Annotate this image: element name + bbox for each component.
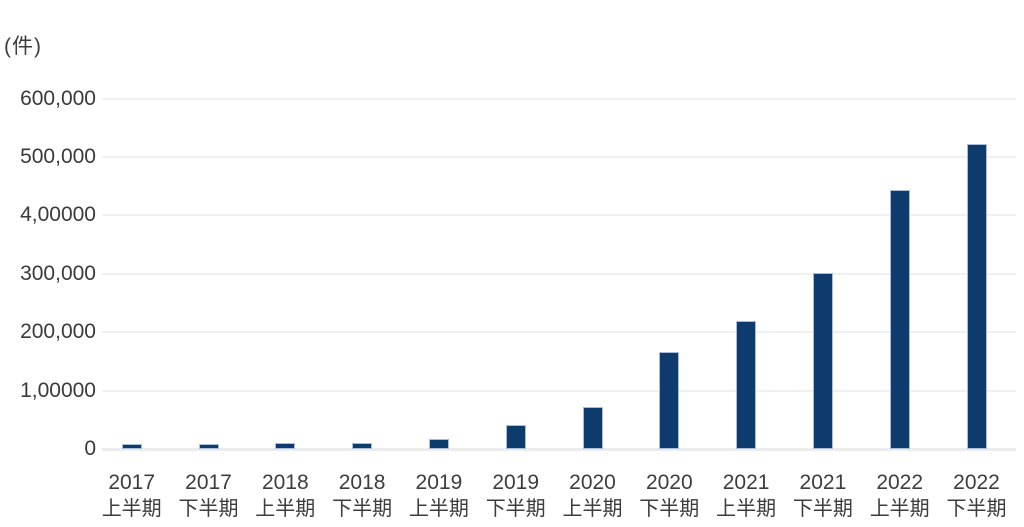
x-axis-label-half: 下半期: [946, 498, 1007, 520]
x-axis-label-year: 2019: [415, 471, 463, 494]
bar-2020-下半期: [659, 352, 680, 449]
x-axis-label-half: 下半期: [332, 498, 393, 520]
x-axis-label-half: 下半期: [485, 498, 546, 520]
x-axis-label-half: 下半期: [639, 498, 700, 520]
x-axis-label-year: 2017: [108, 471, 156, 494]
y-axis-tick-label: 500,000: [20, 145, 96, 168]
x-axis-label: 2017 上半期: [93, 470, 171, 522]
y-axis-tick-label: 1,00000: [20, 378, 96, 402]
bar-2021-下半期: [812, 272, 833, 449]
bar-2019-上半期: [428, 439, 449, 449]
x-axis-label-half: 下半期: [792, 498, 853, 520]
bar-2020-上半期: [582, 406, 603, 449]
x-axis-label: 2018 下半期: [323, 470, 401, 522]
x-axis-label: 2019 上半期: [400, 470, 478, 522]
bar-2021-上半期: [736, 320, 757, 449]
x-axis-label-year: 2020: [645, 471, 693, 494]
y-axis-tick-label: 4,00000: [20, 203, 96, 227]
gridline: [102, 214, 1016, 217]
x-axis-label-half: 上半期: [869, 498, 930, 520]
x-axis-label-year: 2017: [185, 471, 232, 494]
x-axis-label-year: 2019: [492, 471, 540, 494]
gridline: [102, 156, 1016, 158]
x-axis-label: 2021 上半期: [707, 470, 785, 522]
bar-2022-下半期: [966, 144, 987, 449]
x-axis-label-year: 2021: [799, 471, 847, 494]
gridline: [102, 272, 1016, 275]
x-axis-label-year: 2018: [261, 471, 309, 494]
y-axis-unit-label: (件): [4, 35, 42, 58]
x-axis-label-year: 2020: [569, 471, 616, 494]
x-axis-baseline: [102, 447, 1016, 451]
gridline: [102, 331, 1016, 334]
y-axis-tick-label: 200,000: [20, 320, 96, 344]
x-axis-label: 2018 上半期: [246, 470, 324, 522]
x-axis-label-year: 2018: [338, 471, 386, 494]
x-axis-label: 2021 下半期: [784, 470, 862, 522]
x-axis-label-year: 2022: [876, 471, 924, 494]
y-axis-tick-label: 300,000: [20, 261, 96, 285]
x-axis-label: 2020 下半期: [630, 470, 708, 522]
x-axis-label-year: 2022: [953, 471, 1000, 494]
gridline: [102, 97, 1016, 100]
bar-2022-上半期: [889, 189, 910, 449]
gridline: [102, 389, 1016, 392]
bar-2017-上半期: [121, 444, 142, 449]
x-axis-label-half: 下半期: [178, 498, 239, 520]
x-axis-label-half: 上半期: [716, 498, 777, 520]
bar-2018-下半期: [352, 443, 373, 449]
x-axis-label: 2020 上半期: [554, 470, 632, 522]
x-axis-label-half: 上半期: [408, 498, 469, 520]
x-axis-label: 2019 下半期: [477, 470, 555, 522]
x-axis-label-half: 上半期: [255, 498, 316, 520]
bar-2017-下半期: [198, 444, 219, 449]
bar-2018-上半期: [275, 442, 296, 449]
x-axis-label: 2022 下半期: [938, 470, 1016, 522]
x-axis-label-year: 2021: [722, 471, 770, 494]
x-axis-label: 2017 下半期: [170, 470, 248, 522]
x-axis-label-half: 上半期: [562, 498, 623, 520]
y-axis-tick-label: 0: [84, 437, 96, 460]
bar-2019-下半期: [505, 425, 526, 449]
y-axis-tick-label: 600,000: [20, 86, 96, 110]
x-axis-label-half: 上半期: [101, 498, 162, 520]
x-axis-label: 2022 上半期: [861, 470, 939, 522]
